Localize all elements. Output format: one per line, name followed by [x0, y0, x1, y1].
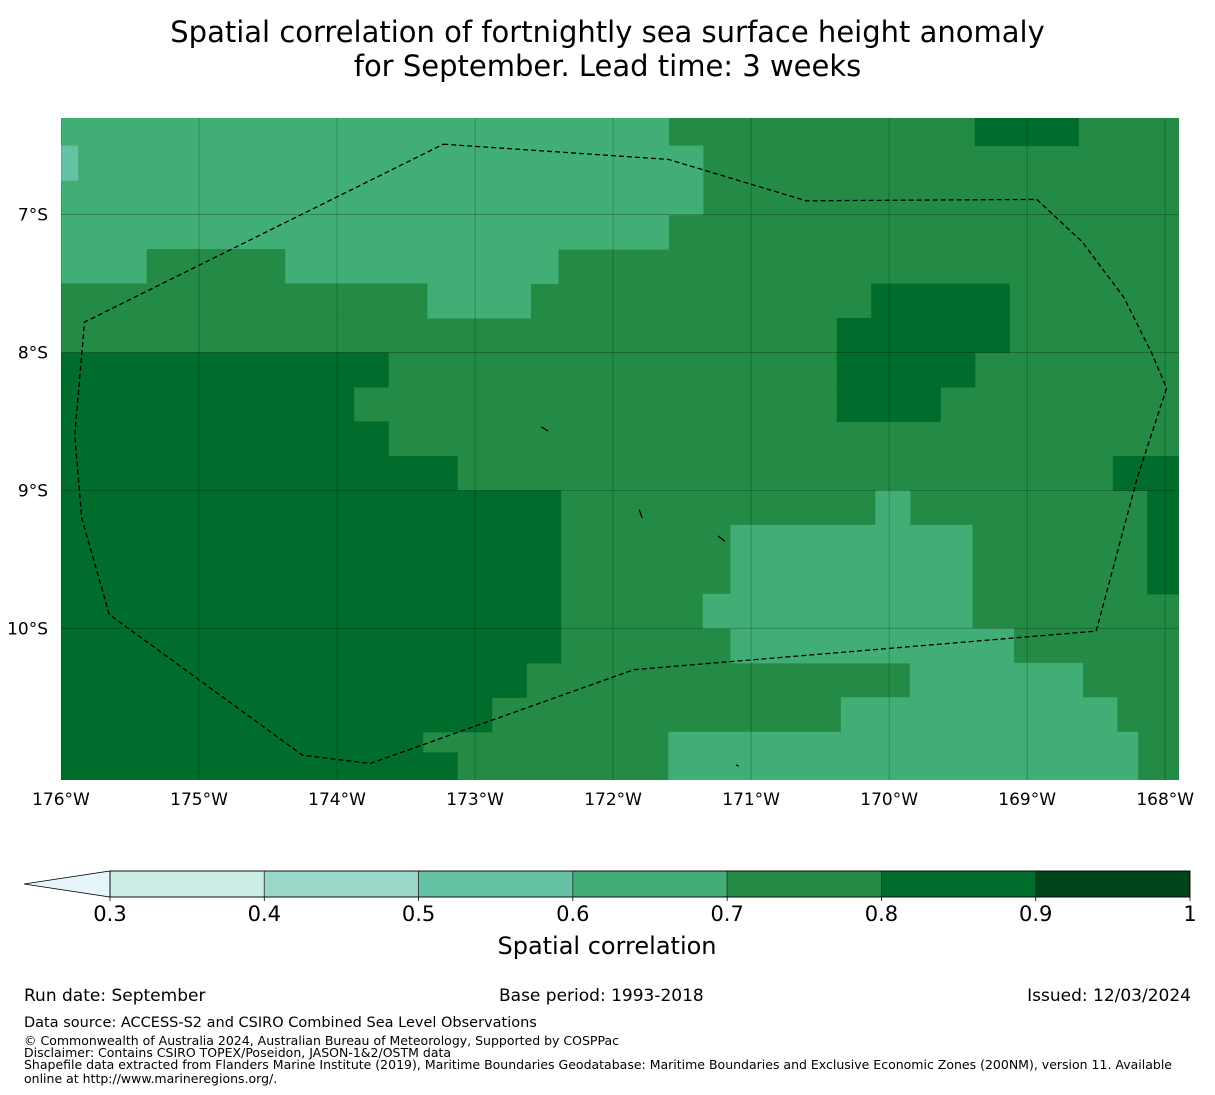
- copyright-text: © Commonwealth of Australia 2024, Austra…: [24, 1033, 619, 1048]
- correlation-cell: [909, 662, 1083, 698]
- correlation-cell: [836, 386, 941, 423]
- latitude-tick-label: 7°S: [18, 206, 48, 226]
- correlation-cell: [836, 352, 976, 388]
- colorbar-tick-label: 0.3: [93, 902, 126, 926]
- island-outline: [638, 509, 643, 519]
- colorbar-segment: [572, 870, 728, 898]
- colorbar-tick-label: 0.6: [556, 902, 589, 926]
- correlation-cell: [730, 524, 973, 629]
- correlation-cell: [61, 752, 458, 780]
- correlation-cell: [61, 662, 527, 698]
- correlation-cell: [61, 352, 389, 388]
- disclaimer-text: Disclaimer: Contains CSIRO TOPEX/Poseido…: [24, 1045, 452, 1060]
- run-date-text: Run date: September: [24, 986, 206, 1006]
- map-title-line-2: for September. Lead time: 3 weeks: [353, 49, 862, 83]
- correlation-cell: [61, 490, 562, 664]
- colorbar: 0.3 0.4 0.5 0.6 0.7 0.8 0.9 1: [23, 870, 1197, 926]
- longitude-tick-label: 171°W: [722, 790, 780, 810]
- longitude-tick-label: 170°W: [860, 790, 918, 810]
- longitude-tick-label: 176°W: [32, 790, 90, 810]
- longitude-tick-label: 173°W: [446, 790, 504, 810]
- map-figure: 176°W 175°W 174°W 173°W 172°W 171°W 170°W 169°W…: [7, 118, 1197, 960]
- island-outline: [717, 535, 726, 542]
- correlation-cell: [61, 145, 704, 216]
- correlation-cell: [61, 118, 669, 147]
- data-source-text: Data source: ACCESS-S2 and CSIRO Combine…: [24, 1015, 537, 1031]
- correlation-cell: [871, 283, 1010, 319]
- colorbar-segment: [263, 870, 419, 898]
- issued-text: Issued: 12/03/2024: [1027, 986, 1191, 1006]
- correlation-cell: [668, 731, 1139, 780]
- colorbar-tick-label: 0.5: [402, 902, 435, 926]
- correlation-cell: [836, 317, 1010, 354]
- correlation-cell: [61, 455, 458, 491]
- correlation-cell: [61, 421, 389, 457]
- colorbar-tick-label: 0.7: [710, 902, 743, 926]
- latitude-tick-label: 8°S: [18, 343, 48, 363]
- colorbar-title: Spatial correlation: [497, 932, 716, 960]
- colorbar-extend-triangle: [23, 870, 111, 898]
- correlation-cell: [702, 593, 732, 629]
- colorbar-segment: [726, 870, 882, 898]
- island-outline: [735, 764, 739, 767]
- latitude-tick-label: 10°S: [7, 619, 48, 639]
- correlation-cell: [61, 697, 493, 733]
- map-title-line-1: Spatial correlation of fortnightly sea s…: [170, 15, 1045, 49]
- shapefile-credit-text: Shapefile data extracted from Flanders M…: [24, 1057, 1172, 1086]
- correlation-cell: [1147, 490, 1179, 595]
- colorbar-segment: [418, 870, 574, 898]
- correlation-cell: [974, 118, 1079, 147]
- correlation-cell: [840, 697, 1118, 733]
- correlation-cell: [61, 145, 79, 181]
- longitude-tick-label: 172°W: [584, 790, 642, 810]
- correlation-cell: [875, 490, 911, 526]
- island-outline: [540, 426, 549, 432]
- correlation-cell: [61, 731, 424, 754]
- colorbar-segment: [109, 870, 265, 898]
- correlation-cell: [61, 214, 669, 250]
- longitude-tick-label: 174°W: [308, 790, 366, 810]
- colorbar-tick-label: 0.4: [248, 902, 281, 926]
- colorbar-tick-label: 1: [1183, 902, 1196, 926]
- longitude-tick-label: 168°W: [1136, 790, 1194, 810]
- colorbar-segment: [1035, 870, 1191, 898]
- latitude-tick-label: 9°S: [18, 481, 48, 501]
- base-period-text: Base period: 1993-2018: [499, 986, 704, 1006]
- colorbar-frame: [109, 870, 1191, 898]
- map-area: [61, 118, 1179, 780]
- colorbar-segment: [881, 870, 1037, 898]
- colorbar-tick-label: 0.9: [1019, 902, 1052, 926]
- eez-boundary-line: [74, 143, 1168, 765]
- correlation-cell: [61, 283, 428, 319]
- colorbar-tick-label: 0.8: [865, 902, 898, 926]
- correlation-cell: [1112, 455, 1179, 491]
- longitude-tick-label: 175°W: [170, 790, 228, 810]
- longitude-tick-label: 169°W: [998, 790, 1056, 810]
- correlation-cell: [146, 249, 286, 285]
- correlation-cell: [61, 249, 559, 285]
- correlation-cell: [61, 386, 355, 423]
- correlation-cell: [426, 283, 531, 319]
